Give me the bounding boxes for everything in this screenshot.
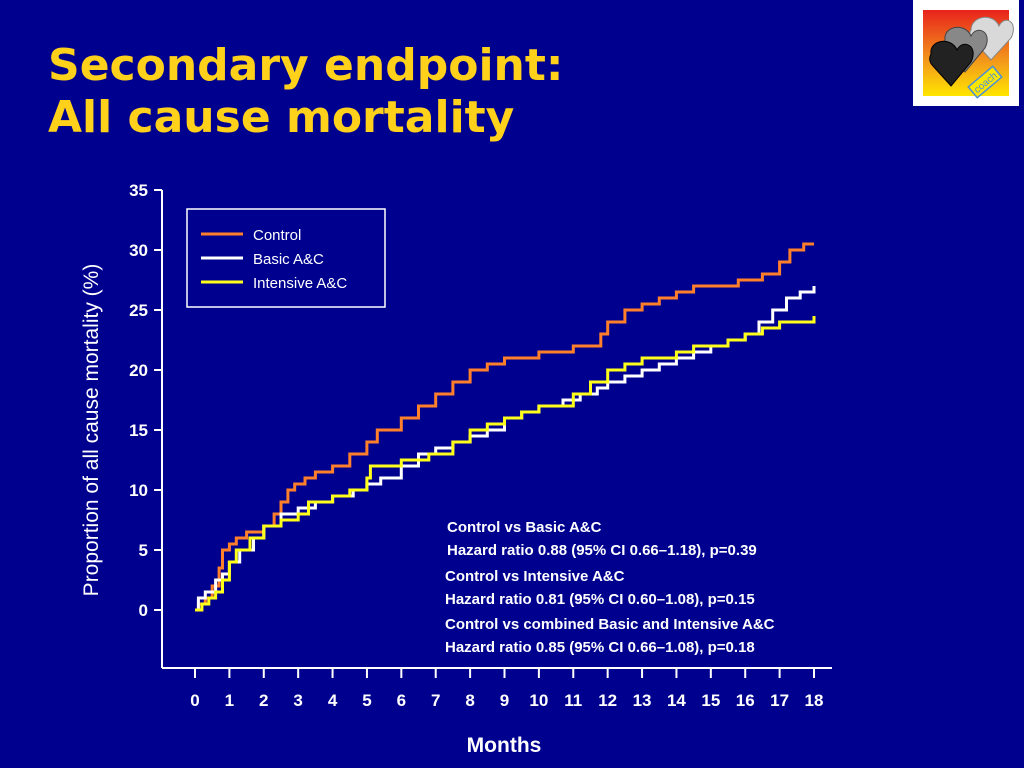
x-tick-label: 1 (225, 691, 234, 710)
y-tick-label: 10 (129, 481, 148, 500)
series-lines (195, 242, 816, 612)
x-tick-label: 4 (328, 691, 338, 710)
annotation-hazard-ratio: Hazard ratio 0.85 (95% CI 0.66–1.08), p=… (445, 639, 755, 656)
x-tick-label: 3 (293, 691, 302, 710)
y-tick-label: 15 (129, 421, 148, 440)
y-tick-label: 25 (129, 301, 148, 320)
x-tick-label: 8 (465, 691, 474, 710)
x-tick-label: 15 (701, 691, 720, 710)
x-tick-label: 11 (564, 691, 582, 710)
x-tick-label: 6 (397, 691, 406, 710)
annotations: Control vs Basic A&C Hazard ratio 0.88 (9… (445, 519, 775, 656)
x-tick-label: 12 (598, 691, 617, 710)
series-line-control (195, 242, 814, 612)
legend-box (186, 208, 386, 308)
annotation-title: Control vs Basic A&C (447, 519, 602, 536)
x-tick-label: 17 (770, 691, 789, 710)
annotation-hazard-ratio: Hazard ratio 0.88 (95% CI 0.66–1.18), p=… (447, 542, 757, 559)
x-tick-label: 14 (667, 691, 686, 710)
x-tick-label: 18 (805, 691, 824, 710)
legend: Control Basic A&C Intensive A&C (186, 208, 386, 308)
x-tick-label: 5 (362, 691, 371, 710)
legend-label: Basic A&C (253, 251, 324, 268)
title-line-1: Secondary endpoint: (48, 40, 564, 91)
hearts-logo-icon: coach (913, 0, 1019, 106)
annotation-hazard-ratio: Hazard ratio 0.81 (95% CI 0.60–1.08), p=… (445, 591, 755, 608)
y-tick-label: 30 (129, 241, 148, 260)
y-tick-label: 5 (139, 541, 148, 560)
title-line-2: All cause mortality (48, 92, 515, 143)
legend-label: Intensive A&C (253, 275, 347, 292)
series-line-intensive-a-c (195, 316, 816, 612)
x-tick-label: 2 (259, 691, 268, 710)
y-tick-label: 0 (139, 601, 148, 620)
x-axis-label: Months (467, 734, 542, 757)
y-tick-label: 20 (129, 361, 148, 380)
x-tick-label: 7 (431, 691, 440, 710)
x-tick-label: 0 (190, 691, 199, 710)
x-tick-label: 13 (633, 691, 652, 710)
y-tick-label: 35 (129, 181, 148, 200)
annotation-title: Control vs combined Basic and Intensive … (445, 616, 775, 633)
y-axis-label: Proportion of all cause mortality (%) (80, 264, 103, 597)
annotation-title: Control vs Intensive A&C (445, 568, 625, 585)
x-tick-label: 16 (736, 691, 755, 710)
series-line-basic-a-c (195, 286, 816, 612)
legend-label: Control (253, 227, 301, 244)
slide-title: Secondary endpoint: All cause mortality (48, 40, 563, 144)
x-tick-label: 10 (529, 691, 548, 710)
x-tick-label: 9 (500, 691, 509, 710)
